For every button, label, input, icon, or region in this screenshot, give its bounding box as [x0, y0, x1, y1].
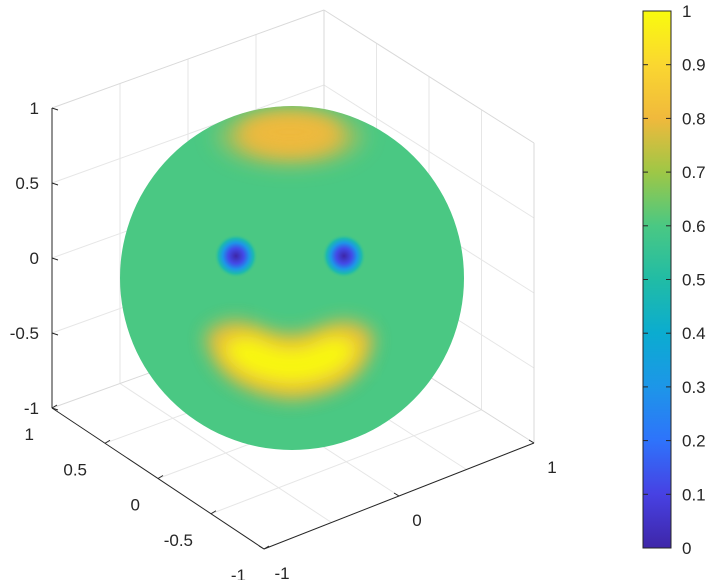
colorbar-tick-label: 0.4 — [682, 324, 706, 343]
y-tick-label: 1 — [25, 425, 34, 444]
x-tick-label: 0 — [412, 511, 421, 530]
y-axis-ticks: -1 -0.5 0 0.5 1 — [25, 425, 246, 585]
colorbar-tick-label: 0.5 — [682, 271, 706, 290]
colorbar-tick-label: 0.3 — [682, 378, 706, 397]
grid-line — [323, 84, 535, 219]
colorbar-tick-label: 0.1 — [682, 485, 706, 504]
right-eye-feature — [322, 234, 366, 278]
x-tick-label: 1 — [547, 458, 556, 477]
y-tick-mark — [157, 475, 164, 479]
z-tick-label: -0.5 — [10, 324, 39, 343]
z-tick-mark — [51, 257, 59, 261]
grid-line — [51, 84, 325, 184]
left-eye-feature — [214, 234, 258, 278]
z-tick-label: 1 — [30, 99, 39, 118]
mouth-feature — [222, 336, 358, 384]
y-tick-mark — [104, 439, 111, 444]
x-tick-mark — [528, 439, 535, 444]
y-tick-label: -0.5 — [164, 531, 193, 550]
z-tick-mark — [51, 182, 59, 186]
sphere-base — [120, 106, 464, 450]
y-tick-label: 0.5 — [63, 460, 87, 479]
z-tick-label: 0 — [30, 249, 39, 268]
y-tick-label: -1 — [231, 566, 246, 580]
x-tick-mark — [258, 545, 265, 550]
box-edge — [323, 9, 535, 144]
colorbar-tick-label: 0.8 — [682, 109, 706, 128]
z-tick-label: 0.5 — [15, 174, 39, 193]
colorbar: 0 0.1 0.2 0.3 0.4 0.5 0.6 0.7 0.8 0.9 1 — [642, 2, 706, 558]
colorbar-tick-label: 0.2 — [682, 432, 706, 451]
x-tick-label: -1 — [274, 564, 289, 580]
colorbar-tick-label: 0.9 — [682, 56, 706, 75]
grid-line — [210, 409, 482, 515]
x-axis-ticks: -1 0 1 — [274, 458, 556, 583]
sphere-surface — [120, 106, 464, 450]
grid-line — [119, 383, 332, 523]
z-tick-mark — [51, 332, 59, 336]
z-tick-label: -1 — [24, 399, 39, 418]
colorbar-tick-label: 0.7 — [682, 163, 706, 182]
y-tick-mark — [263, 545, 270, 550]
x-tick-mark — [393, 492, 400, 497]
y-tick-mark — [51, 404, 58, 409]
z-tick-mark — [51, 107, 59, 111]
hat-core — [242, 114, 338, 150]
colorbar-tick-label: 0.6 — [682, 217, 706, 236]
colorbar-tick-label: 0 — [682, 539, 691, 558]
y-tick-label: 0 — [131, 496, 140, 515]
z-tick-mark — [51, 407, 59, 411]
colorbar-tick-label: 1 — [682, 2, 691, 21]
y-tick-mark — [210, 510, 217, 515]
z-axis-ticks: -1 -0.5 0 0.5 1 — [10, 99, 39, 418]
box-edge — [51, 9, 325, 109]
